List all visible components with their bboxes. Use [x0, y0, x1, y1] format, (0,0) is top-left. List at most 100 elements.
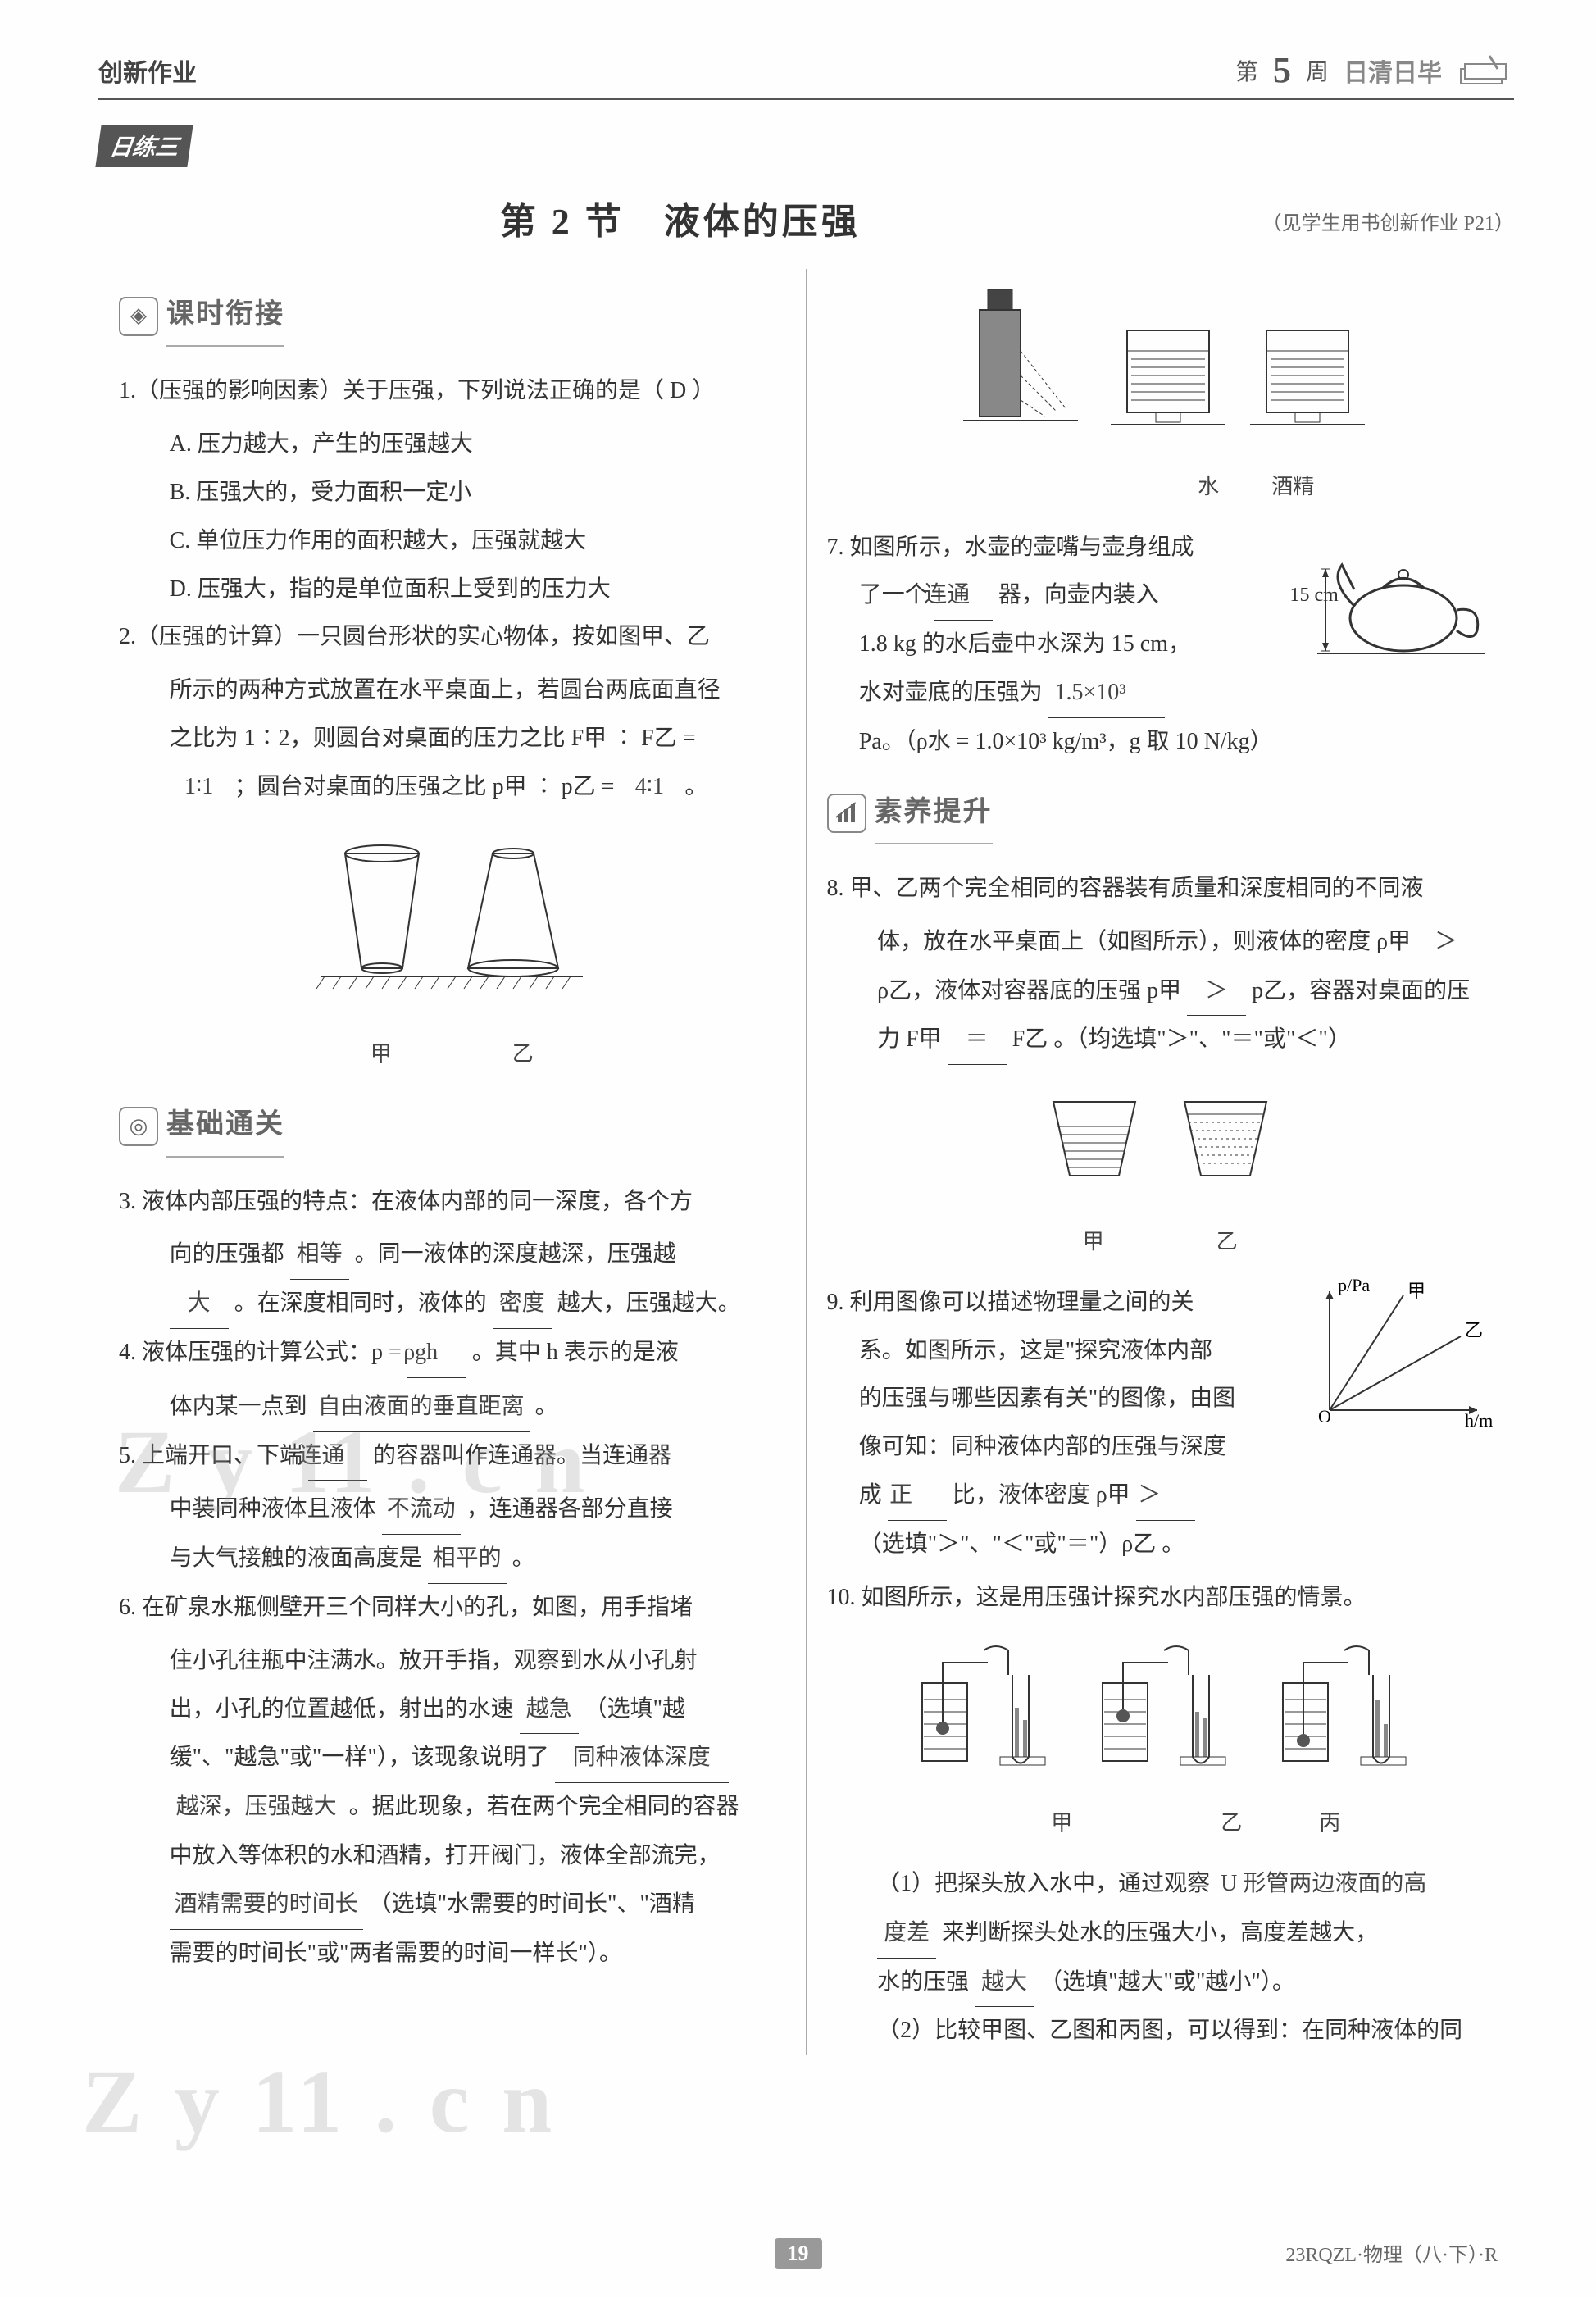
section-2-title: 基础通关 — [166, 1095, 284, 1157]
arrow-icon: ◈ — [119, 297, 158, 336]
q3: 3. 液体内部压强的特点：在液体内部的同一深度，各个方 — [119, 1178, 785, 1226]
svg-text:O: O — [1318, 1406, 1331, 1427]
q10-p1d: （选填"越大"或"越小"）。 — [1039, 1969, 1295, 1995]
q5-t4: ，连通器各部分直接 — [466, 1496, 673, 1522]
q6-l3: 出，小孔的位置越低，射出的水速 越急 （选填"越 — [119, 1686, 785, 1735]
week-prefix: 第 — [1235, 54, 1258, 87]
q6-a2: 同种液体深度 — [555, 1734, 729, 1783]
q8-a3: ＝ — [948, 1016, 1007, 1065]
svg-text:p/Pa: p/Pa — [1338, 1279, 1370, 1295]
q5-t6: 。 — [512, 1545, 535, 1571]
section-3-badge: 素养提升 — [827, 783, 1494, 844]
q4-t4: 。 — [535, 1394, 558, 1419]
q8-t2: 体，放在水平桌面上（如图所示），则液体的密度 ρ甲 — [877, 929, 1411, 954]
day-badge: 日练三 — [95, 125, 193, 167]
q2-line3: 之比为 1∶2，则圆台对桌面的压力之比 F甲 ∶ F乙 = — [119, 715, 785, 763]
title-row: 第 2 节 液体的压强 （见学生用书创新作业 P21） — [98, 192, 1514, 244]
q10-cap-a: 甲 — [980, 1801, 1144, 1846]
q3-t2: 向的压强都 — [170, 1241, 284, 1267]
watermark-2: Z y 11 . c n — [82, 2050, 557, 2154]
q2-cap-jia: 甲 — [371, 1042, 392, 1066]
q8-t6: F乙 。（均选填"＞"、"＝"或"＜"） — [1012, 1026, 1351, 1052]
q6-t4: （选填"越 — [584, 1696, 685, 1722]
q10-a1: U 形管两边液面的高 — [1216, 1860, 1431, 1909]
svg-text:h/m: h/m — [1465, 1410, 1493, 1431]
q5-t3: 中装同种液体且液体 — [170, 1496, 376, 1522]
svg-text:甲: 甲 — [1407, 1281, 1425, 1301]
q10-a2: 越大 — [975, 1959, 1034, 2008]
q3-l2: 向的压强都 相等 。同一液体的深度越深，压强越 — [119, 1231, 785, 1280]
q2-cap-yi: 乙 — [512, 1042, 534, 1066]
q5-t2: 的容器叫作连通器。当连通器 — [373, 1443, 671, 1468]
page: 创新作业 第 5 周 日清日毕 日练三 第 2 节 液体的压强 （见学生用书创新… — [0, 0, 1596, 2298]
q1-opt-d: D. 压强大，指的是单位面积上受到的压力大 — [119, 566, 785, 614]
q9-t7: （选填"＞"、"＜"或"＝"）ρ乙 。 — [859, 1531, 1185, 1557]
q4-a2: 自由液面的垂直距离 — [313, 1383, 530, 1432]
q5-l2: 中装同种液体且液体 不流动 ，连通器各部分直接 — [119, 1486, 785, 1535]
q6-t8: （选填"水需要的时间长"、"酒精 — [369, 1891, 695, 1917]
q9-t6: 比，液体密度 ρ甲 — [953, 1482, 1130, 1508]
content-columns: ◈ 课时衔接 1.（压强的影响因素）关于压强，下列说法正确的是（ D ） A. … — [98, 269, 1514, 2055]
q3-a3: 密度 — [493, 1280, 552, 1329]
title-note: （见学生用书创新作业 P21） — [1262, 207, 1514, 235]
q2-line1: 2.（压强的计算）一只圆台形状的实心物体，按如图甲、乙 — [119, 613, 785, 662]
q10-captions: 甲 乙 丙 — [827, 1800, 1494, 1848]
q5-l3: 与大气接触的液面高度是 相平的 。 — [119, 1535, 785, 1584]
footer-code: 23RQZL·物理（八·下）·R — [1285, 2238, 1498, 2267]
q6-l1: 6. 在矿泉水瓶侧壁开三个同样大小的孔，如图，用手指堵 — [119, 1584, 785, 1632]
q4-a1: ρgh — [407, 1329, 466, 1378]
page-header: 创新作业 第 5 周 日清日毕 — [98, 49, 1514, 100]
q8-a1: ＞ — [1416, 918, 1476, 967]
q10-l1: 10. 如图所示，这是用压强计探究水内部压强的情景。 — [827, 1574, 1494, 1622]
right-column: 水 酒精 7. 如图所示 — [807, 269, 1515, 2055]
q10-cap-b: 乙 — [1149, 1801, 1313, 1846]
q4-t1: 4. 液体压强的计算公式：p = — [119, 1340, 402, 1365]
q3-t1: 3. 液体内部压强的特点：在液体内部的同一深度，各个方 — [119, 1189, 693, 1214]
q7-t1: 7. 如图所示，水壶的壶嘴与壶身组成 — [827, 535, 1194, 560]
q2-line4: 1∶1 ；圆台对桌面的压强之比 p甲 ∶ p乙 = 4∶1 。 — [119, 763, 785, 812]
q6-l6: 中放入等体积的水和酒精，打开阀门，液体全部流完， — [119, 1832, 785, 1881]
q9-a2: ＞ — [1136, 1472, 1195, 1521]
q7-t4: 1.8 kg 的水后壶中水深为 15 cm， — [859, 631, 1191, 657]
q8-t4: p乙，容器对桌面的压 — [1252, 978, 1470, 1003]
q8-captions: 甲 乙 — [827, 1218, 1494, 1267]
q2-ans1: 1∶1 — [170, 763, 229, 812]
q7-a1: 连通 — [934, 571, 993, 621]
section-1-title: 课时衔接 — [166, 285, 284, 347]
q7-a2: 1.5×10³ — [1048, 669, 1165, 718]
q6-a1: 越急 — [520, 1686, 579, 1735]
q2-figure: 甲 乙 — [119, 825, 785, 1080]
q3-t4: 。在深度相同时，液体的 — [234, 1290, 487, 1316]
main-title: 第 2 节 液体的压强 — [500, 202, 861, 242]
q6-a3: 酒精需要的时间长 — [170, 1881, 363, 1930]
q4-l2: 体内某一点到 自由液面的垂直距离 。 — [119, 1383, 785, 1432]
q2-ans2: 4∶1 — [620, 763, 679, 812]
q4: 4. 液体压强的计算公式：p = ρgh 。其中 h 表示的是液 — [119, 1329, 785, 1378]
book-icon — [1457, 54, 1514, 87]
q10-a1b: 度差 — [877, 1909, 936, 1959]
q10-p2: （2）比较甲图、乙图和丙图，可以得到：在同种液体的同 — [827, 2007, 1494, 2055]
q8-l4: 力 F甲 ＝ F乙 。（均选填"＞"、"＝"或"＜"） — [827, 1016, 1494, 1065]
q5-a2: 不流动 — [382, 1486, 461, 1535]
q6-l7: 酒精需要的时间长 （选填"水需要的时间长"、"酒精 — [119, 1881, 785, 1930]
q6-figure: 水 酒精 — [827, 281, 1494, 512]
q8-cap-jia: 甲 — [1083, 1230, 1104, 1254]
target-icon: ◎ — [119, 1107, 158, 1146]
q1-opt-a: A. 压力越大，产生的压强越大 — [119, 421, 785, 469]
q10-p1c: 水的压强 — [877, 1969, 969, 1995]
q9-t2: 系。如图所示，这是"探究液体内部 — [859, 1338, 1212, 1363]
riqing-label: 日清日毕 — [1344, 52, 1442, 89]
chart-icon — [827, 794, 866, 833]
q6-fig-labels: 水 酒精 — [827, 463, 1494, 512]
header-right: 第 5 周 日清日毕 — [1235, 49, 1514, 91]
q7: 7. 如图所示，水壶的壶嘴与壶身组成 了一个 连通 器，向壶内装入 15 cm … — [827, 524, 1494, 767]
section-3-title: 素养提升 — [875, 783, 993, 844]
q5-a1: 连通 — [308, 1432, 367, 1481]
q8-figure: 甲 乙 — [827, 1077, 1494, 1267]
q6-l8: 需要的时间长"或"两者需要的时间一样长"）。 — [119, 1930, 785, 1978]
q10-p1b: 来判断探头处水的压强大小，高度差越大， — [942, 1920, 1378, 1945]
q8-t3: ρ乙，液体对容器底的压强 p甲 — [877, 978, 1181, 1003]
q8-a2: ＞ — [1187, 967, 1246, 1017]
q6-l5: 越深，压强越大 。据此现象，若在两个完全相同的容器 — [119, 1783, 785, 1832]
svg-text:乙: 乙 — [1465, 1320, 1483, 1340]
